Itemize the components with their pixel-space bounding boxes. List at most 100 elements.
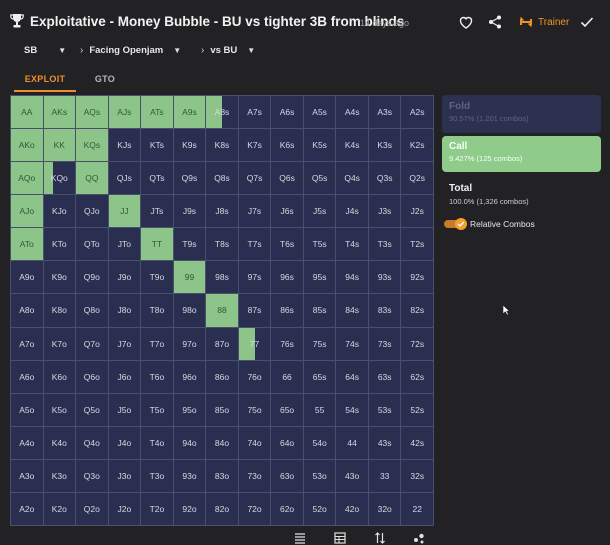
hand-cell[interactable]: 85o: [206, 393, 238, 426]
hand-cell[interactable]: 43o: [336, 459, 368, 492]
hand-cell[interactable]: J3o: [108, 459, 141, 492]
hand-cell[interactable]: 72s: [401, 327, 433, 360]
hand-cell[interactable]: 86s: [271, 294, 303, 327]
hand-cell[interactable]: T6o: [141, 360, 173, 393]
hand-cell[interactable]: 83s: [368, 294, 401, 327]
share-icon[interactable]: [487, 14, 503, 30]
hand-cell[interactable]: A7o: [11, 327, 43, 360]
hand-cell[interactable]: Q9o: [76, 261, 108, 294]
breadcrumb-opponent[interactable]: › vs BU ▼: [201, 40, 255, 60]
hand-cell[interactable]: 54s: [336, 393, 368, 426]
hand-cell[interactable]: 43s: [368, 426, 401, 459]
hand-cell[interactable]: 42o: [336, 492, 368, 525]
hand-cell[interactable]: 74s: [336, 327, 368, 360]
hand-cell[interactable]: K3s: [368, 129, 401, 162]
hand-cell[interactable]: K8s: [206, 129, 238, 162]
hand-cell[interactable]: 83o: [206, 459, 238, 492]
hand-cell[interactable]: 93s: [368, 261, 401, 294]
hand-cell[interactable]: ATs: [141, 96, 173, 129]
hand-cell[interactable]: 63o: [271, 459, 303, 492]
check-icon[interactable]: [579, 14, 595, 30]
hand-cell[interactable]: T8o: [141, 294, 173, 327]
hand-cell[interactable]: K9s: [173, 129, 206, 162]
hand-cell[interactable]: T3o: [141, 459, 173, 492]
hand-cell[interactable]: T4s: [336, 228, 368, 261]
hand-cell[interactable]: K4s: [336, 129, 368, 162]
hand-cell[interactable]: K4o: [43, 426, 76, 459]
hand-cell[interactable]: J9o: [108, 261, 141, 294]
hand-cell[interactable]: 96o: [173, 360, 206, 393]
hand-cell[interactable]: K2s: [401, 129, 433, 162]
hand-cell[interactable]: J6o: [108, 360, 141, 393]
hand-cell[interactable]: AQs: [76, 96, 108, 129]
hand-cell[interactable]: 86o: [206, 360, 238, 393]
hand-cell[interactable]: 75s: [303, 327, 336, 360]
hand-cell[interactable]: 99: [173, 261, 206, 294]
hand-cell[interactable]: JTs: [141, 195, 173, 228]
hand-cell[interactable]: 32o: [368, 492, 401, 525]
hand-cell[interactable]: T7s: [238, 228, 271, 261]
hand-cell[interactable]: K7s: [238, 129, 271, 162]
hand-cell[interactable]: 95o: [173, 393, 206, 426]
hand-cell[interactable]: 84o: [206, 426, 238, 459]
hand-cell[interactable]: QQ: [76, 162, 108, 195]
hand-cell[interactable]: A9o: [11, 261, 43, 294]
hand-cell[interactable]: J3s: [368, 195, 401, 228]
trainer-button[interactable]: Trainer: [519, 14, 569, 30]
hand-cell[interactable]: QJo: [76, 195, 108, 228]
hand-cell[interactable]: A9s: [173, 96, 206, 129]
hand-cell[interactable]: 72o: [238, 492, 271, 525]
hand-cell[interactable]: T3s: [368, 228, 401, 261]
hand-cell[interactable]: A5o: [11, 393, 43, 426]
scatter-icon[interactable]: [413, 532, 425, 544]
hand-cell[interactable]: 75o: [238, 393, 271, 426]
hand-cell[interactable]: KTs: [141, 129, 173, 162]
toggle-switch[interactable]: [444, 218, 467, 230]
hand-cell[interactable]: 73o: [238, 459, 271, 492]
hand-cell[interactable]: T5o: [141, 393, 173, 426]
hand-cell[interactable]: 62o: [271, 492, 303, 525]
hand-cell[interactable]: AJo: [11, 195, 43, 228]
hand-cell[interactable]: J4o: [108, 426, 141, 459]
hand-cell[interactable]: Q8s: [206, 162, 238, 195]
hand-cell[interactable]: T2o: [141, 492, 173, 525]
hand-cell[interactable]: T7o: [141, 327, 173, 360]
hand-cell[interactable]: 62s: [401, 360, 433, 393]
hand-cell[interactable]: 92s: [401, 261, 433, 294]
hand-cell[interactable]: Q6s: [271, 162, 303, 195]
hand-cell[interactable]: 88: [206, 294, 238, 327]
hand-cell[interactable]: J5s: [303, 195, 336, 228]
hand-cell[interactable]: J7o: [108, 327, 141, 360]
hand-cell[interactable]: 98o: [173, 294, 206, 327]
hand-cell[interactable]: J7s: [238, 195, 271, 228]
hand-cell[interactable]: 98s: [206, 261, 238, 294]
hand-cell[interactable]: JJ: [108, 195, 141, 228]
hand-cell[interactable]: T9s: [173, 228, 206, 261]
hand-cell[interactable]: A8s: [206, 96, 238, 129]
hand-cell[interactable]: 77: [238, 327, 271, 360]
hand-cell[interactable]: 93o: [173, 459, 206, 492]
hand-cell[interactable]: 54o: [303, 426, 336, 459]
hand-cell[interactable]: 85s: [303, 294, 336, 327]
hand-cell[interactable]: AA: [11, 96, 43, 129]
hand-cell[interactable]: AQo: [11, 162, 43, 195]
hand-cell[interactable]: KQo: [43, 162, 76, 195]
hand-cell[interactable]: 94s: [336, 261, 368, 294]
hand-cell[interactable]: JTo: [108, 228, 141, 261]
hand-cell[interactable]: Q2s: [401, 162, 433, 195]
hand-cell[interactable]: 44: [336, 426, 368, 459]
hand-cell[interactable]: J4s: [336, 195, 368, 228]
hand-cell[interactable]: K5o: [43, 393, 76, 426]
hand-cell[interactable]: 94o: [173, 426, 206, 459]
hand-cell[interactable]: 76s: [271, 327, 303, 360]
hand-cell[interactable]: K7o: [43, 327, 76, 360]
hand-cell[interactable]: A7s: [238, 96, 271, 129]
hand-cell[interactable]: J2o: [108, 492, 141, 525]
hand-cell[interactable]: 95s: [303, 261, 336, 294]
hand-cell[interactable]: A3o: [11, 459, 43, 492]
hand-cell[interactable]: 55: [303, 393, 336, 426]
table-view-icon[interactable]: [334, 532, 346, 544]
hand-cell[interactable]: 64s: [336, 360, 368, 393]
hand-cell[interactable]: A5s: [303, 96, 336, 129]
hand-cell[interactable]: T6s: [271, 228, 303, 261]
